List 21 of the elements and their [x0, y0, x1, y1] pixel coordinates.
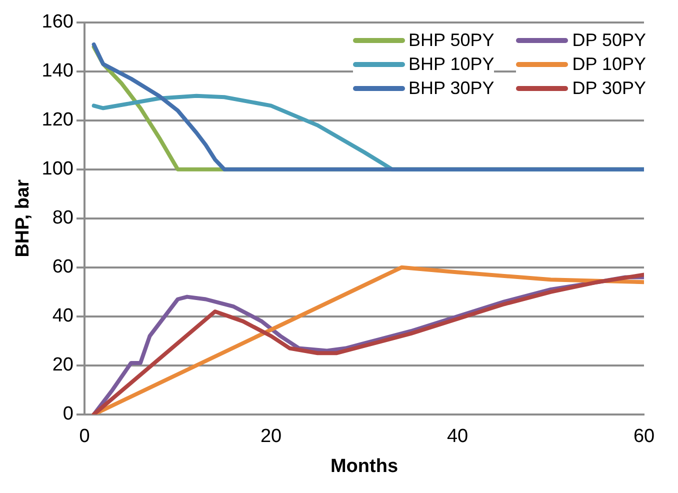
x-tick-label: 20 — [260, 426, 282, 448]
y-tick-label: 140 — [42, 60, 74, 82]
y-tick-label: 160 — [42, 12, 74, 33]
x-tick-label: 60 — [633, 426, 655, 448]
y-tick-label: 60 — [52, 256, 74, 278]
y-tick-label: 100 — [42, 158, 74, 180]
y-tick-label: 0 — [62, 404, 74, 425]
x-axis-title: Months — [330, 456, 398, 477]
y-axis-title: BHP, bar — [12, 178, 34, 258]
legend-label: DP 30PY — [572, 78, 646, 99]
y-tick-label: 40 — [52, 306, 74, 327]
legend-label: DP 50PY — [572, 30, 646, 51]
legend-label: BHP 30PY — [408, 78, 494, 99]
y-tick-label: 20 — [52, 354, 74, 376]
legend-label: BHP 10PY — [408, 54, 494, 75]
legend-label: BHP 50PY — [408, 30, 494, 51]
x-tick-label: 40 — [446, 426, 468, 448]
y-tick-label: 80 — [52, 208, 74, 229]
x-tick-label: 0 — [79, 426, 90, 448]
legend-label: DP 10PY — [572, 54, 646, 75]
y-tick-label: 120 — [42, 110, 74, 131]
